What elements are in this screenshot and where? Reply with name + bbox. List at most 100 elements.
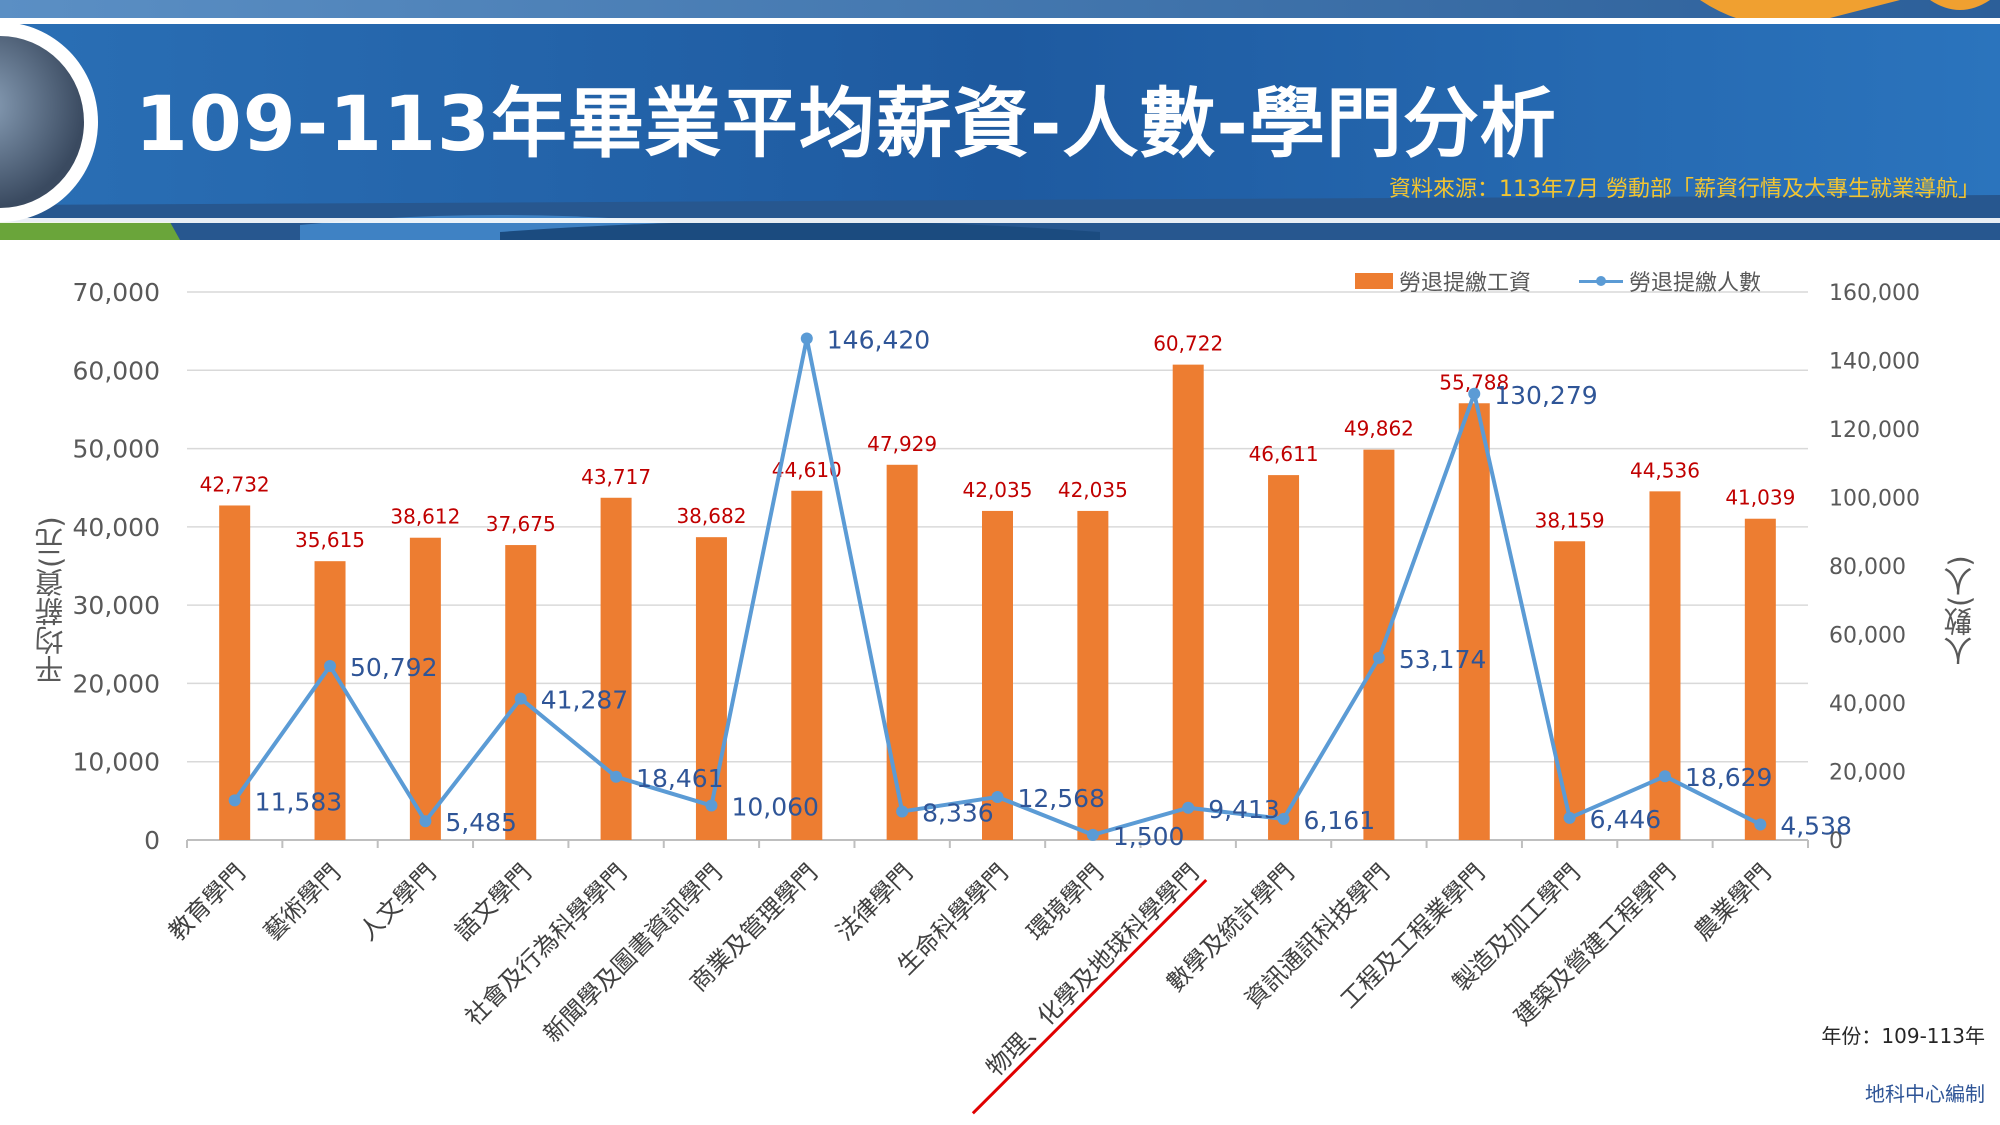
bar [1458, 403, 1490, 840]
bar-value-label: 42,035 [1058, 478, 1128, 502]
y-tick-label-right: 60,000 [1829, 624, 1906, 649]
line-value-label: 50,792 [350, 653, 437, 682]
legend-line-label: 勞退提繳人數 [1629, 271, 1762, 296]
author-note: 地科中心編制 [1865, 1082, 1985, 1106]
line-value-label: 1,500 [1113, 822, 1185, 851]
y-tick-label-left: 70,000 [73, 278, 160, 307]
line-point [419, 815, 432, 828]
line-value-label: 9,413 [1208, 795, 1280, 824]
line-point [896, 805, 909, 818]
line-value-label: 4,538 [1780, 811, 1852, 840]
bar-value-label: 44,536 [1630, 458, 1700, 482]
page-title: 109-113年畢業平均薪資-人數-學門分析 [135, 79, 1557, 168]
bar-value-label: 38,682 [676, 504, 746, 528]
line-value-label: 41,287 [541, 686, 628, 715]
x-tick-label: 人文學門 [354, 858, 442, 946]
line-point [1372, 651, 1385, 664]
line-point [1468, 387, 1481, 400]
line-point [991, 790, 1004, 803]
line-point [705, 799, 718, 812]
y-axis-title-left: 平均薪資(元) [34, 516, 68, 684]
bar [1077, 510, 1109, 840]
bar [1649, 491, 1681, 840]
line-point [1182, 801, 1195, 814]
x-tick-label: 農業學門 [1689, 858, 1777, 946]
bar [1744, 518, 1776, 840]
x-tick-label: 法律學門 [831, 858, 919, 946]
legend-bar-swatch [1355, 273, 1393, 289]
y-tick-label-left: 50,000 [73, 435, 160, 464]
line-value-label: 8,336 [922, 798, 994, 827]
bar [1554, 541, 1586, 840]
y-tick-label-right: 0 [1829, 829, 1843, 854]
bar [314, 561, 346, 840]
line-point [514, 692, 527, 705]
bar-value-label: 60,722 [1153, 332, 1223, 356]
line-value-label: 11,583 [255, 787, 342, 816]
line-value-label: 18,629 [1685, 763, 1772, 792]
x-tick-label: 教育學門 [163, 858, 251, 946]
y-tick-label-right: 40,000 [1829, 692, 1906, 717]
x-tick-label: 環境學門 [1021, 858, 1109, 946]
line-value-label: 18,461 [636, 764, 723, 793]
bar-value-label: 42,035 [963, 478, 1033, 502]
line-point [800, 332, 813, 345]
bar-value-label: 46,611 [1249, 442, 1319, 466]
header-banner: 109-113年畢業平均薪資-人數-學門分析 資料來源：113年7月 勞動部「薪… [0, 0, 2000, 240]
legend-line-swatch [1579, 271, 1624, 291]
y-tick-label-right: 80,000 [1829, 555, 1906, 580]
bar [1172, 364, 1204, 840]
line-point [1563, 811, 1576, 824]
bar-value-label: 41,039 [1725, 486, 1795, 510]
line-point [228, 794, 241, 807]
line-point [1277, 812, 1290, 825]
x-tick-label: 新聞學及圖書資訊學門 [538, 858, 728, 1048]
bar-value-label: 49,862 [1344, 417, 1414, 441]
legend-bar-label: 勞退提繳工資 [1399, 271, 1532, 296]
bar-value-label: 37,675 [486, 512, 556, 536]
x-tick-label: 藝術學門 [259, 858, 347, 946]
line-point [324, 660, 337, 673]
line-value-label: 6,161 [1304, 806, 1376, 835]
legend: 勞退提繳工資 勞退提繳人數 [1355, 266, 1761, 296]
bar-value-label: 38,159 [1535, 508, 1605, 532]
line-value-label: 12,568 [1018, 784, 1105, 813]
y-tick-label-right: 120,000 [1829, 418, 1920, 443]
y-tick-label-right: 100,000 [1829, 487, 1920, 512]
bar [600, 497, 632, 840]
line-value-label: 10,060 [731, 793, 818, 822]
line-value-label: 6,446 [1590, 805, 1662, 834]
x-tick-label: 語文學門 [449, 858, 537, 946]
y-tick-label-right: 160,000 [1829, 281, 1920, 306]
x-tick-label: 社會及行為科學學門 [460, 858, 633, 1031]
y-tick-label-right: 140,000 [1829, 350, 1920, 375]
bar-value-label: 35,615 [295, 528, 365, 552]
y-axis-title-right: 人數(人) [1943, 555, 1977, 665]
x-tick-label: 建築及營建工程學門 [1509, 858, 1682, 1031]
y-tick-label-left: 30,000 [73, 591, 160, 620]
line-point [610, 770, 623, 783]
bar [695, 537, 727, 840]
bar-value-label: 38,612 [390, 505, 460, 529]
y-tick-label-left: 10,000 [73, 748, 160, 777]
highlight-underline [971, 878, 1208, 1115]
bar [1268, 475, 1300, 840]
bar [791, 490, 823, 840]
bar [505, 545, 537, 840]
bar-value-label: 47,929 [867, 432, 937, 456]
bar [219, 505, 251, 840]
bar [409, 537, 441, 840]
line-point [1658, 770, 1671, 783]
line-value-label: 146,420 [827, 326, 930, 355]
banner-graphic [0, 0, 2000, 240]
y-tick-label-right: 20,000 [1829, 761, 1906, 786]
bar [982, 510, 1013, 840]
bar-value-label: 42,732 [200, 472, 270, 496]
bar-value-label: 43,717 [581, 465, 651, 489]
y-tick-label-left: 20,000 [73, 669, 160, 698]
year-note: 年份：109-113年 [1821, 1024, 1985, 1048]
line-value-label: 130,279 [1494, 381, 1597, 410]
y-tick-label-left: 60,000 [73, 356, 160, 385]
y-tick-label-left: 0 [144, 826, 160, 855]
